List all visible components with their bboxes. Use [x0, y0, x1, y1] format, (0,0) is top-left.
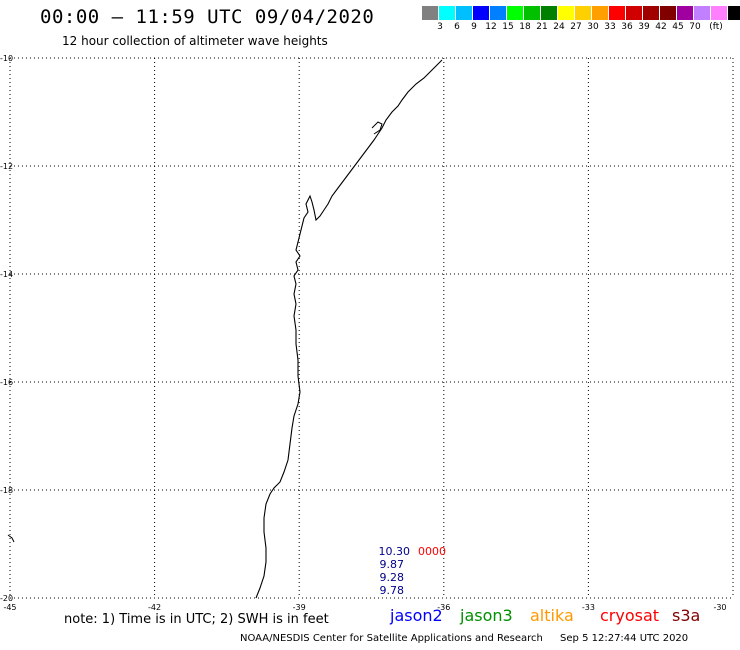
legend-swatch	[473, 6, 490, 20]
legend-swatch	[524, 6, 541, 20]
legend-label: 6	[454, 22, 460, 32]
legend-label: 39	[638, 22, 650, 32]
legend-label: 12	[485, 22, 497, 32]
legend-swatch	[694, 6, 711, 20]
lat-tick-label: -18	[0, 486, 13, 495]
map-title: 00:00 – 11:59 UTC 09/04/2020	[40, 6, 375, 28]
legend-swatch	[711, 6, 728, 20]
legend-label: 9	[471, 22, 477, 32]
legend-swatch	[660, 6, 677, 20]
map-subtitle: 12 hour collection of altimeter wave hei…	[62, 34, 328, 48]
swh-value: 9.78	[379, 584, 405, 597]
legend-label: 42	[655, 22, 667, 32]
legend-swatch	[592, 6, 609, 20]
lat-tick-label: -12	[0, 162, 13, 171]
legend-swatch	[558, 6, 575, 20]
lon-tick-label: -42	[148, 603, 161, 612]
legend-label: 3	[437, 22, 443, 32]
color-legend-labels: 3 6 9 12 15 18 21 24 27 30 33 36 39 42 45 70 (ft)	[422, 22, 740, 34]
legend-swatch	[490, 6, 507, 20]
legend-swatch	[643, 6, 660, 20]
legend-label: 18	[519, 22, 531, 32]
legend-label: 21	[536, 22, 548, 32]
legend-swatch	[575, 6, 592, 20]
legend-label: 36	[621, 22, 633, 32]
legend-swatch	[439, 6, 456, 20]
legend-label: (ft)	[709, 22, 723, 32]
satellite-s3a: s3a	[672, 606, 701, 625]
lat-tick-label: -16	[0, 378, 13, 387]
map-tick-labels: -10 -12 -14 -16 -18 -20-45 -42 -39 -36 -33 -30	[0, 54, 727, 612]
legend-swatch	[677, 6, 694, 20]
legend-label: 24	[553, 22, 565, 32]
legend-swatch	[626, 6, 643, 20]
timestamp-text: Sep 5 12:27:44 UTC 2020	[560, 633, 689, 644]
lon-tick-label: -39	[293, 603, 306, 612]
coastline	[255, 59, 443, 599]
color-legend	[422, 6, 740, 20]
satellite-cryosat: cryosat	[600, 606, 660, 625]
satellite-jason2: jason2	[390, 606, 443, 625]
swh-value: 9.28	[379, 571, 405, 584]
lon-tick-label: -45	[3, 603, 16, 612]
legend-label: 45	[672, 22, 684, 32]
legend-swatch	[609, 6, 626, 20]
lat-tick-label: -10	[0, 54, 13, 63]
legend-label: 27	[570, 22, 582, 32]
map-grid	[9, 57, 734, 599]
island-coast	[371, 121, 383, 135]
legend-swatch	[541, 6, 558, 20]
legend-swatch	[728, 6, 740, 20]
swh-flag: 0000	[418, 545, 446, 558]
lon-tick-label: -36	[437, 603, 450, 612]
footer-credit: NOAA/NESDIS Center for Satellite Applica…	[240, 633, 688, 644]
legend-label: 33	[604, 22, 616, 32]
swh-value: 10.30	[378, 545, 411, 558]
legend-swatch	[422, 6, 439, 20]
satellite-altika: altika	[530, 606, 574, 625]
legend-swatch	[507, 6, 524, 20]
legend-swatch	[456, 6, 473, 20]
lon-tick-label: -33	[582, 603, 595, 612]
credit-text: NOAA/NESDIS Center for Satellite Applica…	[240, 633, 543, 644]
satellite-jason3: jason3	[460, 606, 513, 625]
legend-label: 15	[502, 22, 514, 32]
swh-value: 9.87	[379, 558, 405, 571]
lat-tick-label: -14	[0, 270, 13, 279]
units-note: note: 1) Time is in UTC; 2) SWH is in fe…	[64, 612, 329, 627]
legend-label: 30	[587, 22, 599, 32]
legend-label: 70	[689, 22, 701, 32]
lon-tick-label: -30	[713, 603, 726, 612]
small-island	[7, 534, 15, 543]
lat-tick-label: -20	[0, 594, 13, 603]
